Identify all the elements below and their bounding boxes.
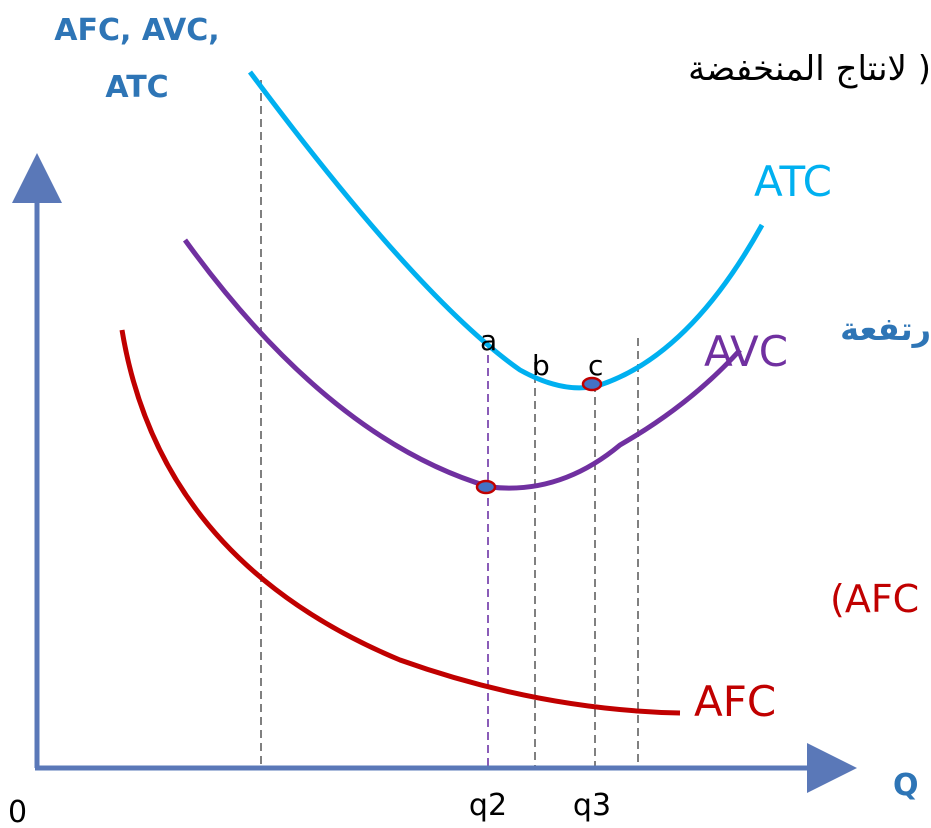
- origin-label: 0: [8, 795, 27, 828]
- q-label: q3: [573, 788, 611, 823]
- point-label: c: [588, 349, 603, 382]
- curve-label: AFC: [694, 677, 776, 726]
- afc-curve: [119, 329, 681, 716]
- q-label: q2: [469, 788, 507, 823]
- min-atc-dot: [581, 376, 603, 392]
- afc-note: (AFC: [830, 577, 919, 621]
- y-axis-label: ATC: [105, 70, 168, 105]
- min-avc-dot: [475, 479, 497, 495]
- x-axis-label: Q: [893, 768, 919, 803]
- curve-label: ATC: [754, 157, 832, 206]
- arabic-text: لانتاج المنخفضة ): [688, 49, 931, 89]
- atc-curve: [247, 70, 765, 391]
- point-label: a: [480, 324, 497, 357]
- arabic-text: رتفعة: [840, 310, 931, 348]
- point-label: b: [532, 349, 550, 382]
- avc-curve: [182, 238, 742, 491]
- dashed-guides: [260, 80, 639, 768]
- y-axis-label: AFC, AVC,: [54, 13, 219, 48]
- curve-label: AVC: [704, 327, 788, 376]
